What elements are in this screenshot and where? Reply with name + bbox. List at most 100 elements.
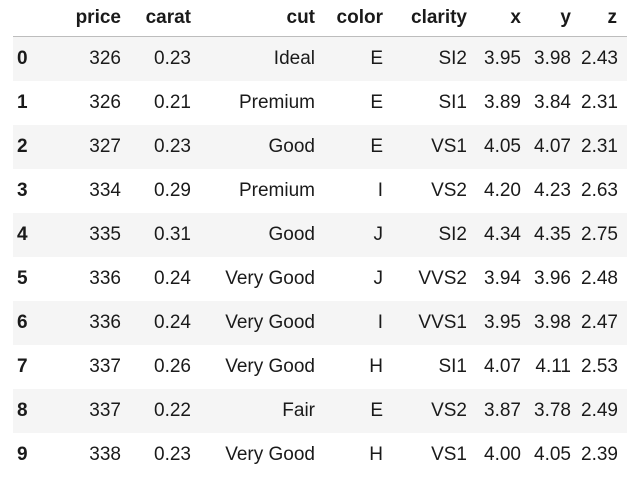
row-index: 1 (17, 92, 28, 113)
cell-y: 4.35 (534, 224, 571, 245)
cell-y: 3.98 (534, 312, 571, 333)
cell-cut: Ideal (273, 48, 315, 69)
cell-y: 4.11 (535, 356, 571, 377)
cell-x: 3.87 (484, 400, 521, 421)
cell-x: 4.00 (484, 444, 521, 465)
cell-z: 2.31 (581, 92, 618, 113)
cell-z: 2.31 (581, 136, 618, 157)
table-row: 3 334 0.29 Premium I VS2 4.20 4.23 2.63 (13, 169, 627, 213)
cell-x: 4.34 (484, 224, 521, 245)
cell-y: 3.96 (534, 268, 571, 289)
row-index: 9 (17, 444, 28, 465)
cell-carat: 0.24 (154, 312, 191, 333)
column-header-x: x (477, 0, 531, 37)
cell-clarity: VS1 (431, 444, 467, 465)
cell-cut: Good (268, 136, 315, 157)
cell-x: 3.89 (484, 92, 521, 113)
cell-cut: Premium (238, 180, 315, 201)
cell-clarity: VS2 (431, 180, 467, 201)
cell-x: 4.20 (484, 180, 521, 201)
cell-cut: Very Good (225, 444, 315, 465)
row-index: 4 (17, 224, 28, 245)
cell-color: E (370, 92, 383, 113)
cell-z: 2.43 (581, 48, 618, 69)
cell-color: I (377, 180, 383, 201)
cell-price: 337 (89, 356, 121, 377)
cell-carat: 0.22 (154, 400, 191, 421)
cell-price: 326 (89, 92, 121, 113)
column-header-cut: cut (201, 0, 325, 37)
cell-y: 3.84 (534, 92, 571, 113)
cell-y: 4.05 (534, 444, 571, 465)
cell-y: 4.23 (534, 180, 571, 201)
table-row: 0 326 0.23 Ideal E SI2 3.95 3.98 2.43 (13, 36, 627, 81)
cell-carat: 0.24 (154, 268, 191, 289)
cell-price: 327 (89, 136, 121, 157)
cell-price: 336 (89, 312, 121, 333)
column-header-carat: carat (131, 0, 201, 37)
cell-carat: 0.31 (154, 224, 191, 245)
cell-carat: 0.21 (154, 92, 191, 113)
table-row: 7 337 0.26 Very Good H SI1 4.07 4.11 2.53 (13, 345, 627, 389)
cell-y: 3.98 (534, 48, 571, 69)
cell-z: 2.48 (581, 268, 618, 289)
column-header-z: z (581, 0, 627, 37)
cell-z: 2.39 (581, 444, 618, 465)
cell-price: 335 (89, 224, 121, 245)
cell-x: 3.94 (484, 268, 521, 289)
column-header-clarity: clarity (393, 0, 477, 37)
cell-x: 3.95 (484, 312, 521, 333)
row-index: 8 (17, 400, 28, 421)
cell-carat: 0.23 (154, 48, 191, 69)
cell-clarity: VVS1 (418, 312, 467, 333)
cell-cut: Good (268, 224, 315, 245)
cell-clarity: SI1 (438, 92, 467, 113)
cell-cut: Very Good (225, 356, 315, 377)
cell-y: 4.07 (534, 136, 571, 157)
header-row: price carat cut color clarity x y z (13, 0, 627, 37)
table-row: 2 327 0.23 Good E VS1 4.05 4.07 2.31 (13, 125, 627, 169)
cell-clarity: SI2 (438, 224, 467, 245)
table-row: 9 338 0.23 Very Good H VS1 4.00 4.05 2.39 (13, 433, 627, 477)
cell-z: 2.53 (581, 356, 618, 377)
row-index: 2 (17, 136, 28, 157)
table-header: price carat cut color clarity x y z (13, 0, 627, 37)
cell-z: 2.49 (581, 400, 618, 421)
cell-price: 336 (89, 268, 121, 289)
cell-price: 326 (89, 48, 121, 69)
cell-clarity: SI2 (438, 48, 467, 69)
table-row: 1 326 0.21 Premium E SI1 3.89 3.84 2.31 (13, 81, 627, 125)
table-row: 4 335 0.31 Good J SI2 4.34 4.35 2.75 (13, 213, 627, 257)
cell-color: I (377, 312, 383, 333)
cell-color: J (373, 268, 384, 289)
index-header (13, 0, 59, 37)
cell-color: E (370, 136, 383, 157)
column-header-color: color (325, 0, 393, 37)
cell-carat: 0.23 (154, 444, 191, 465)
cell-cut: Very Good (225, 268, 315, 289)
cell-color: J (373, 224, 384, 245)
cell-x: 4.07 (484, 356, 521, 377)
column-header-price: price (59, 0, 131, 37)
cell-carat: 0.26 (154, 356, 191, 377)
cell-x: 3.95 (484, 48, 521, 69)
cell-price: 338 (89, 444, 121, 465)
cell-y: 3.78 (534, 400, 571, 421)
table-row: 8 337 0.22 Fair E VS2 3.87 3.78 2.49 (13, 389, 627, 433)
cell-x: 4.05 (484, 136, 521, 157)
cell-clarity: VS1 (431, 136, 467, 157)
dataframe-table: price carat cut color clarity x y z 0 326… (13, 0, 627, 477)
cell-cut: Fair (282, 400, 315, 421)
row-index: 3 (17, 180, 28, 201)
cell-carat: 0.29 (154, 180, 191, 201)
table-body: 0 326 0.23 Ideal E SI2 3.95 3.98 2.43 1 326 0.21 Pre… (13, 36, 627, 477)
column-header-y: y (531, 0, 581, 37)
row-index: 5 (17, 268, 28, 289)
cell-price: 334 (89, 180, 121, 201)
cell-color: H (369, 356, 383, 377)
cell-z: 2.75 (581, 224, 618, 245)
table-row: 5 336 0.24 Very Good J VVS2 3.94 3.96 2.48 (13, 257, 627, 301)
cell-z: 2.47 (581, 312, 618, 333)
cell-clarity: SI1 (438, 356, 467, 377)
